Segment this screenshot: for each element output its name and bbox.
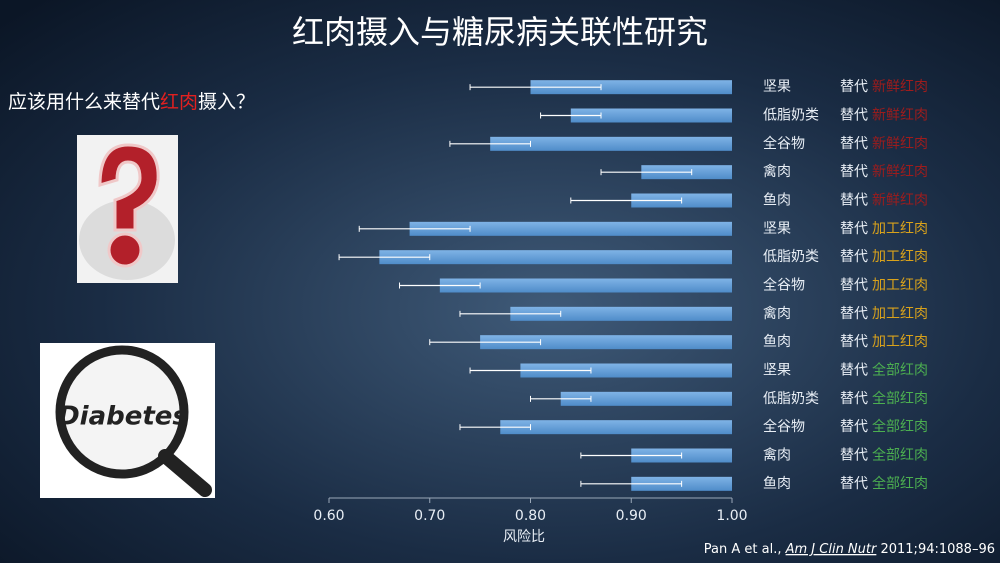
x-tick-label: 0.90 [616,508,647,524]
category-label: 坚果 [763,221,791,237]
citation: Pan A et al., Am J Clin Nutr 2011;94:108… [704,542,995,557]
category-label: 坚果 [763,363,791,379]
question-highlight: 红肉 [160,91,198,113]
substitute-label: 新鲜红肉 [872,193,928,209]
category-label: 全谷物 [763,277,805,294]
category-label: 鱼肉 [763,475,791,492]
diabetes-image: Diabetes [40,343,215,498]
substitute-label: 全部红肉 [872,418,928,435]
citation-authors: Pan A et al., [704,542,786,557]
question-part: 应该用什么来替代 [8,91,160,113]
category-label: 低脂奶类 [763,108,819,124]
category-label: 低脂奶类 [763,391,819,407]
replace-label: 替代 [840,306,868,322]
replace-label: 替代 [840,193,868,209]
replace-label: 替代 [840,108,868,124]
bar [480,335,732,350]
category-label: 禽肉 [763,447,791,464]
bar [520,363,732,378]
category-label: 鱼肉 [763,192,791,209]
replace-label: 替代 [840,363,868,379]
bar [379,250,732,265]
substitute-label: 新鲜红肉 [872,108,928,124]
substitute-label: 全部红肉 [872,362,928,379]
category-label: 禽肉 [763,305,791,322]
replace-label: 替代 [840,278,868,294]
image-text: Diabetes [58,402,188,432]
substitute-label: 全部红肉 [872,447,928,464]
category-label: 鱼肉 [763,333,791,350]
bar [500,420,732,435]
citation-journal: Am J Clin Nutr [785,542,878,557]
category-label: 禽肉 [763,163,791,180]
replace-label: 替代 [840,79,868,95]
replace-label: 替代 [840,249,868,265]
x-tick-label: 0.70 [414,508,445,524]
x-tick-label: 0.80 [515,508,546,524]
substitute-label: 加工红肉 [872,278,928,294]
citation-details: 2011;94:1088–96 [876,542,995,557]
bar [510,306,732,321]
bar [570,108,732,123]
substitute-label: 加工红肉 [872,306,928,322]
replace-label: 替代 [840,164,868,180]
title: 红肉摄入与糖尿病关联性研究 [292,13,708,51]
replace-label: 替代 [840,419,868,435]
category-label: 低脂奶类 [763,249,819,265]
category-label: 坚果 [763,79,791,95]
category-label: 全谷物 [763,418,805,435]
x-axis-label: 风险比 [503,529,545,545]
replace-label: 替代 [840,476,868,492]
substitute-label: 全部红肉 [872,475,928,492]
substitute-label: 加工红肉 [872,221,928,237]
replace-label: 替代 [840,391,868,407]
x-tick-label: 1.00 [716,508,747,524]
category-label: 全谷物 [763,135,805,152]
substitute-label: 全部红肉 [872,390,928,407]
replace-label: 替代 [840,221,868,237]
bar [409,221,732,236]
substitute-label: 加工红肉 [872,249,928,265]
substitute-label: 新鲜红肉 [872,136,928,152]
bar [530,80,732,95]
replace-label: 替代 [840,448,868,464]
substitute-label: 新鲜红肉 [872,79,928,95]
x-tick-label: 0.60 [313,508,344,524]
replace-label: 替代 [840,334,868,350]
substitute-label: 新鲜红肉 [872,164,928,180]
bar [490,136,732,151]
substitute-label: 加工红肉 [872,334,928,350]
meat-image [77,135,178,283]
bar [560,391,732,406]
question: 应该用什么来替代红肉摄入？ [8,91,255,113]
bar [439,278,732,293]
question-part: 摄入？ [198,91,255,113]
replace-label: 替代 [840,136,868,152]
